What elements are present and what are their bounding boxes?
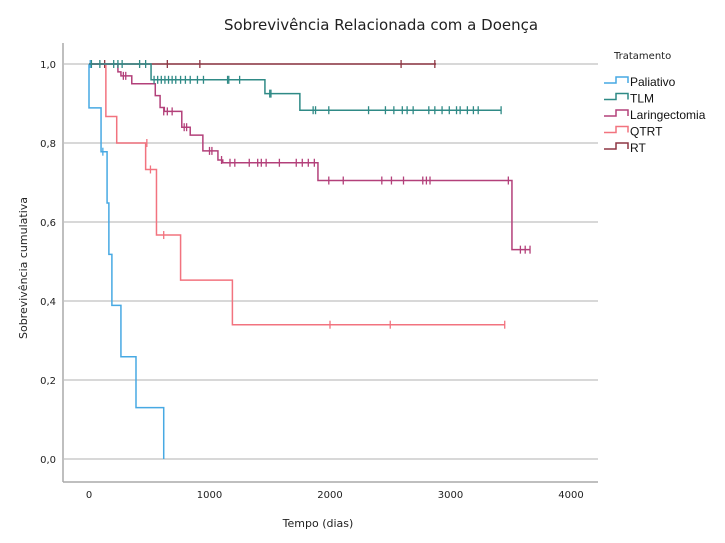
series-tlm bbox=[89, 60, 502, 115]
survival-curve-paliativo bbox=[88, 64, 165, 459]
legend-label-laringectomia: Laringectomia bbox=[630, 108, 706, 122]
survival-curve-qtrt bbox=[89, 63, 505, 326]
x-tick-label: 0 bbox=[86, 490, 92, 501]
series-paliativo bbox=[88, 60, 165, 459]
legend-label-paliativo: Paliativo bbox=[630, 75, 676, 89]
y-tick-label: 0,0 bbox=[40, 455, 56, 466]
legend-swatch-laringectomia bbox=[604, 109, 629, 117]
y-tick-label: 0,8 bbox=[40, 139, 56, 150]
y-tick-label: 0,2 bbox=[40, 376, 56, 387]
legend-swatch-tlm bbox=[604, 92, 629, 101]
y-tick-label: 1,0 bbox=[40, 60, 56, 71]
x-tick-label: 3000 bbox=[438, 490, 463, 501]
y-axis-label: Sobrevivência cumulativa bbox=[17, 197, 30, 339]
y-tick-label: 0,6 bbox=[40, 218, 56, 229]
legend-swatch-qtrt bbox=[604, 125, 629, 134]
legend-item-paliativo: Paliativo bbox=[604, 75, 676, 89]
legend-item-rt: RT bbox=[604, 141, 646, 155]
series-qtrt bbox=[89, 63, 506, 329]
x-tick-label: 2000 bbox=[317, 490, 342, 501]
gridlines bbox=[64, 63, 598, 460]
legend-swatch-paliativo bbox=[604, 76, 629, 84]
x-tick-label: 4000 bbox=[558, 490, 583, 501]
legend-item-laringectomia: Laringectomia bbox=[604, 108, 706, 122]
series-laringectomia bbox=[89, 63, 531, 254]
legend: Tratamento Paliativo TLM Laringectomia QTRT… bbox=[604, 51, 706, 155]
legend-item-tlm: TLM bbox=[604, 92, 654, 106]
legend-label-tlm: TLM bbox=[630, 92, 654, 106]
plot-series bbox=[88, 60, 531, 459]
legend-label-rt: RT bbox=[630, 141, 646, 155]
x-ticks: 0 1000 2000 3000 4000 bbox=[86, 490, 584, 501]
y-tick-label: 0,4 bbox=[40, 297, 56, 308]
legend-swatch-rt bbox=[604, 142, 629, 150]
survival-curve-tlm bbox=[89, 63, 502, 111]
legend-label-qtrt: QTRT bbox=[630, 125, 663, 139]
chart-title: Sobrevivência Relacionada com a Doença bbox=[224, 16, 538, 34]
y-ticks: 0,0 0,2 0,4 0,6 0,8 1,0 bbox=[40, 60, 56, 466]
x-tick-label: 1000 bbox=[197, 490, 222, 501]
legend-title: Tratamento bbox=[613, 51, 671, 62]
legend-item-qtrt: QTRT bbox=[604, 125, 663, 139]
x-axis-label: Tempo (dias) bbox=[282, 517, 354, 530]
